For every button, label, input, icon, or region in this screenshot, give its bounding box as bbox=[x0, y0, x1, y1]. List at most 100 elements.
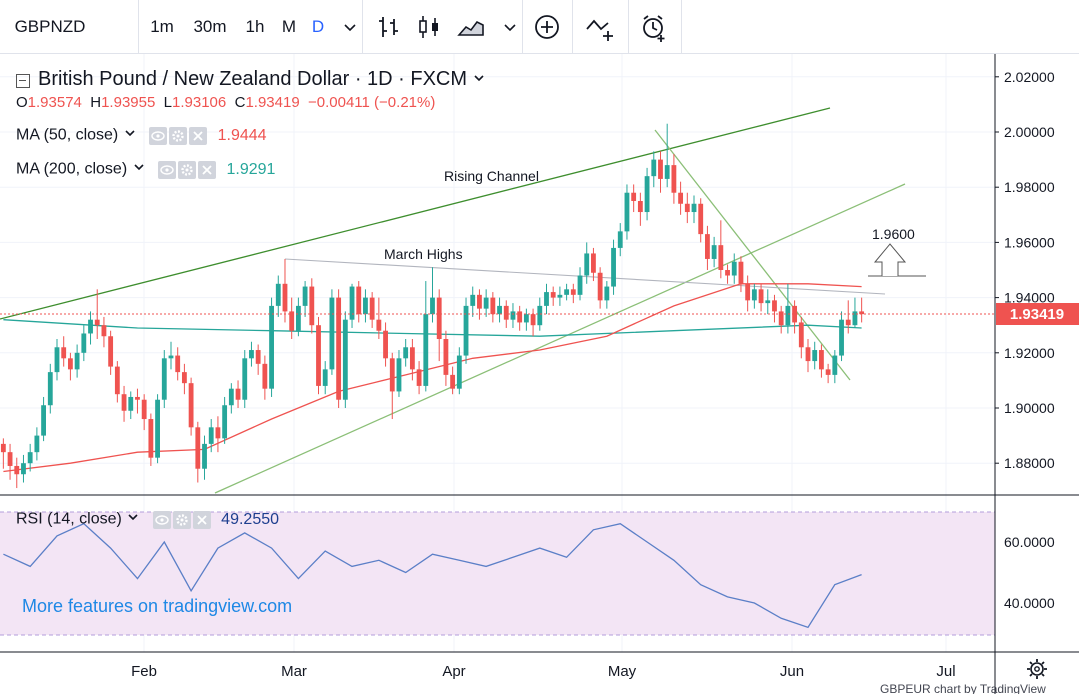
candle-body bbox=[530, 314, 536, 326]
annotation-march-highs: March Highs bbox=[384, 246, 463, 262]
chevron-down-icon[interactable] bbox=[494, 11, 520, 43]
toolbar-divider bbox=[362, 0, 363, 54]
ma50-legend: MA (50, close) 1.9444 bbox=[16, 126, 267, 145]
candle-body bbox=[691, 203, 697, 213]
candle-body bbox=[7, 452, 13, 466]
watermark-link[interactable]: More features on tradingview.com bbox=[22, 596, 293, 616]
toolbar-divider bbox=[138, 0, 139, 54]
time-tick-label: Jul bbox=[936, 663, 955, 680]
candle-body bbox=[416, 369, 422, 386]
close-icon[interactable] bbox=[192, 510, 211, 529]
candle-body bbox=[249, 350, 254, 359]
candle-body bbox=[135, 396, 140, 400]
ma200-line bbox=[3, 319, 862, 337]
candle-body bbox=[215, 427, 221, 439]
candle-body bbox=[269, 305, 274, 389]
gear-icon[interactable] bbox=[172, 510, 191, 529]
price-tick-label: 1.98000 bbox=[1004, 179, 1055, 195]
candle-body bbox=[396, 358, 402, 392]
candle-body bbox=[557, 294, 563, 298]
candle-body bbox=[731, 261, 737, 276]
rsi-line bbox=[3, 522, 862, 629]
candle-body bbox=[705, 234, 710, 259]
candle-body bbox=[0, 443, 6, 453]
candle-body bbox=[517, 311, 523, 323]
candle-body bbox=[436, 297, 442, 339]
chart-title: British Pound / New Zealand Dollar · 1D … bbox=[38, 68, 468, 90]
candle-body bbox=[94, 319, 100, 326]
close-icon[interactable] bbox=[189, 126, 208, 145]
price-tick-label: 2.00000 bbox=[1004, 124, 1055, 140]
gear-icon[interactable] bbox=[178, 160, 197, 179]
candle-body bbox=[651, 159, 657, 177]
rsi-legend: RSI (14, close) 49.2550 bbox=[16, 510, 279, 529]
candle-body bbox=[832, 355, 838, 375]
candle-body bbox=[114, 366, 120, 395]
interval-day[interactable]: D bbox=[311, 17, 325, 36]
close-icon[interactable] bbox=[198, 160, 217, 179]
low-value: 1.93106 bbox=[172, 94, 227, 111]
eye-icon[interactable] bbox=[152, 510, 171, 529]
toolbar-divider bbox=[572, 0, 573, 54]
last-price-label: 1.93419 bbox=[1010, 306, 1064, 323]
ma50-value: 1.9444 bbox=[217, 126, 267, 144]
eye-icon[interactable] bbox=[158, 160, 177, 179]
chevron-down-icon[interactable] bbox=[472, 71, 486, 90]
candle-body bbox=[758, 289, 764, 304]
candle-body bbox=[772, 300, 777, 312]
candle-body bbox=[584, 253, 590, 276]
ma200-value: 1.9291 bbox=[226, 160, 276, 178]
symbol-search[interactable]: GBPNZD bbox=[14, 17, 86, 36]
candle-body bbox=[255, 350, 261, 364]
target-arrow bbox=[873, 243, 907, 276]
candle-body bbox=[181, 372, 187, 384]
candle-body bbox=[336, 297, 342, 400]
candle-body bbox=[262, 363, 268, 389]
channel-lower-line bbox=[214, 183, 906, 494]
candle-body bbox=[168, 355, 174, 359]
candle-body bbox=[342, 319, 348, 400]
candle-body bbox=[591, 253, 596, 273]
candle-body bbox=[577, 275, 583, 295]
alarm-icon[interactable] bbox=[638, 11, 670, 43]
area-chart-icon[interactable] bbox=[455, 11, 487, 43]
bar-chart-icon[interactable] bbox=[373, 11, 405, 43]
candle-body bbox=[644, 176, 650, 213]
annotation-rising-channel: Rising Channel bbox=[444, 168, 539, 184]
time-axis: Feb Mar Apr May Jun Jul bbox=[131, 663, 956, 680]
candle-body bbox=[128, 396, 134, 411]
candle-body bbox=[537, 305, 543, 326]
chart-canvas[interactable]: Rising Channel March Highs 1.9600 2.0200… bbox=[0, 54, 1079, 694]
channel-upper-line bbox=[0, 107, 831, 320]
candle-body bbox=[711, 245, 717, 259]
candle-body bbox=[34, 435, 40, 453]
settings-gear-icon[interactable] bbox=[1024, 656, 1050, 682]
eye-icon[interactable] bbox=[149, 126, 168, 145]
candle-body bbox=[544, 292, 549, 306]
interval-1h[interactable]: 1h bbox=[245, 17, 265, 36]
candle-body bbox=[302, 286, 308, 306]
candle-body bbox=[155, 399, 160, 458]
chevron-down-icon[interactable] bbox=[132, 160, 146, 179]
candle-body bbox=[101, 325, 107, 337]
interval-1m[interactable]: 1m bbox=[150, 17, 174, 36]
interval-30m[interactable]: 30m bbox=[193, 17, 227, 36]
candles-icon[interactable] bbox=[413, 11, 445, 43]
interval-month[interactable]: M bbox=[281, 17, 297, 36]
add-indicator-icon[interactable] bbox=[531, 11, 563, 43]
chevron-down-icon[interactable] bbox=[126, 510, 140, 529]
chevron-down-icon[interactable] bbox=[123, 126, 137, 145]
gear-icon[interactable] bbox=[169, 126, 188, 145]
compare-icon[interactable] bbox=[584, 11, 616, 43]
candle-body bbox=[74, 352, 80, 370]
collapse-icon[interactable] bbox=[16, 73, 30, 88]
candle-body bbox=[61, 347, 67, 359]
candle-body bbox=[54, 347, 60, 373]
rsi-tick-label: 40.0000 bbox=[1004, 595, 1055, 611]
candle-body bbox=[698, 203, 704, 235]
candle-body bbox=[792, 305, 798, 323]
footer-note: GBPEUR chart by TradingView bbox=[880, 682, 1046, 694]
candle-body bbox=[611, 247, 616, 287]
candle-body bbox=[275, 283, 281, 306]
chevron-down-icon[interactable] bbox=[334, 11, 360, 43]
